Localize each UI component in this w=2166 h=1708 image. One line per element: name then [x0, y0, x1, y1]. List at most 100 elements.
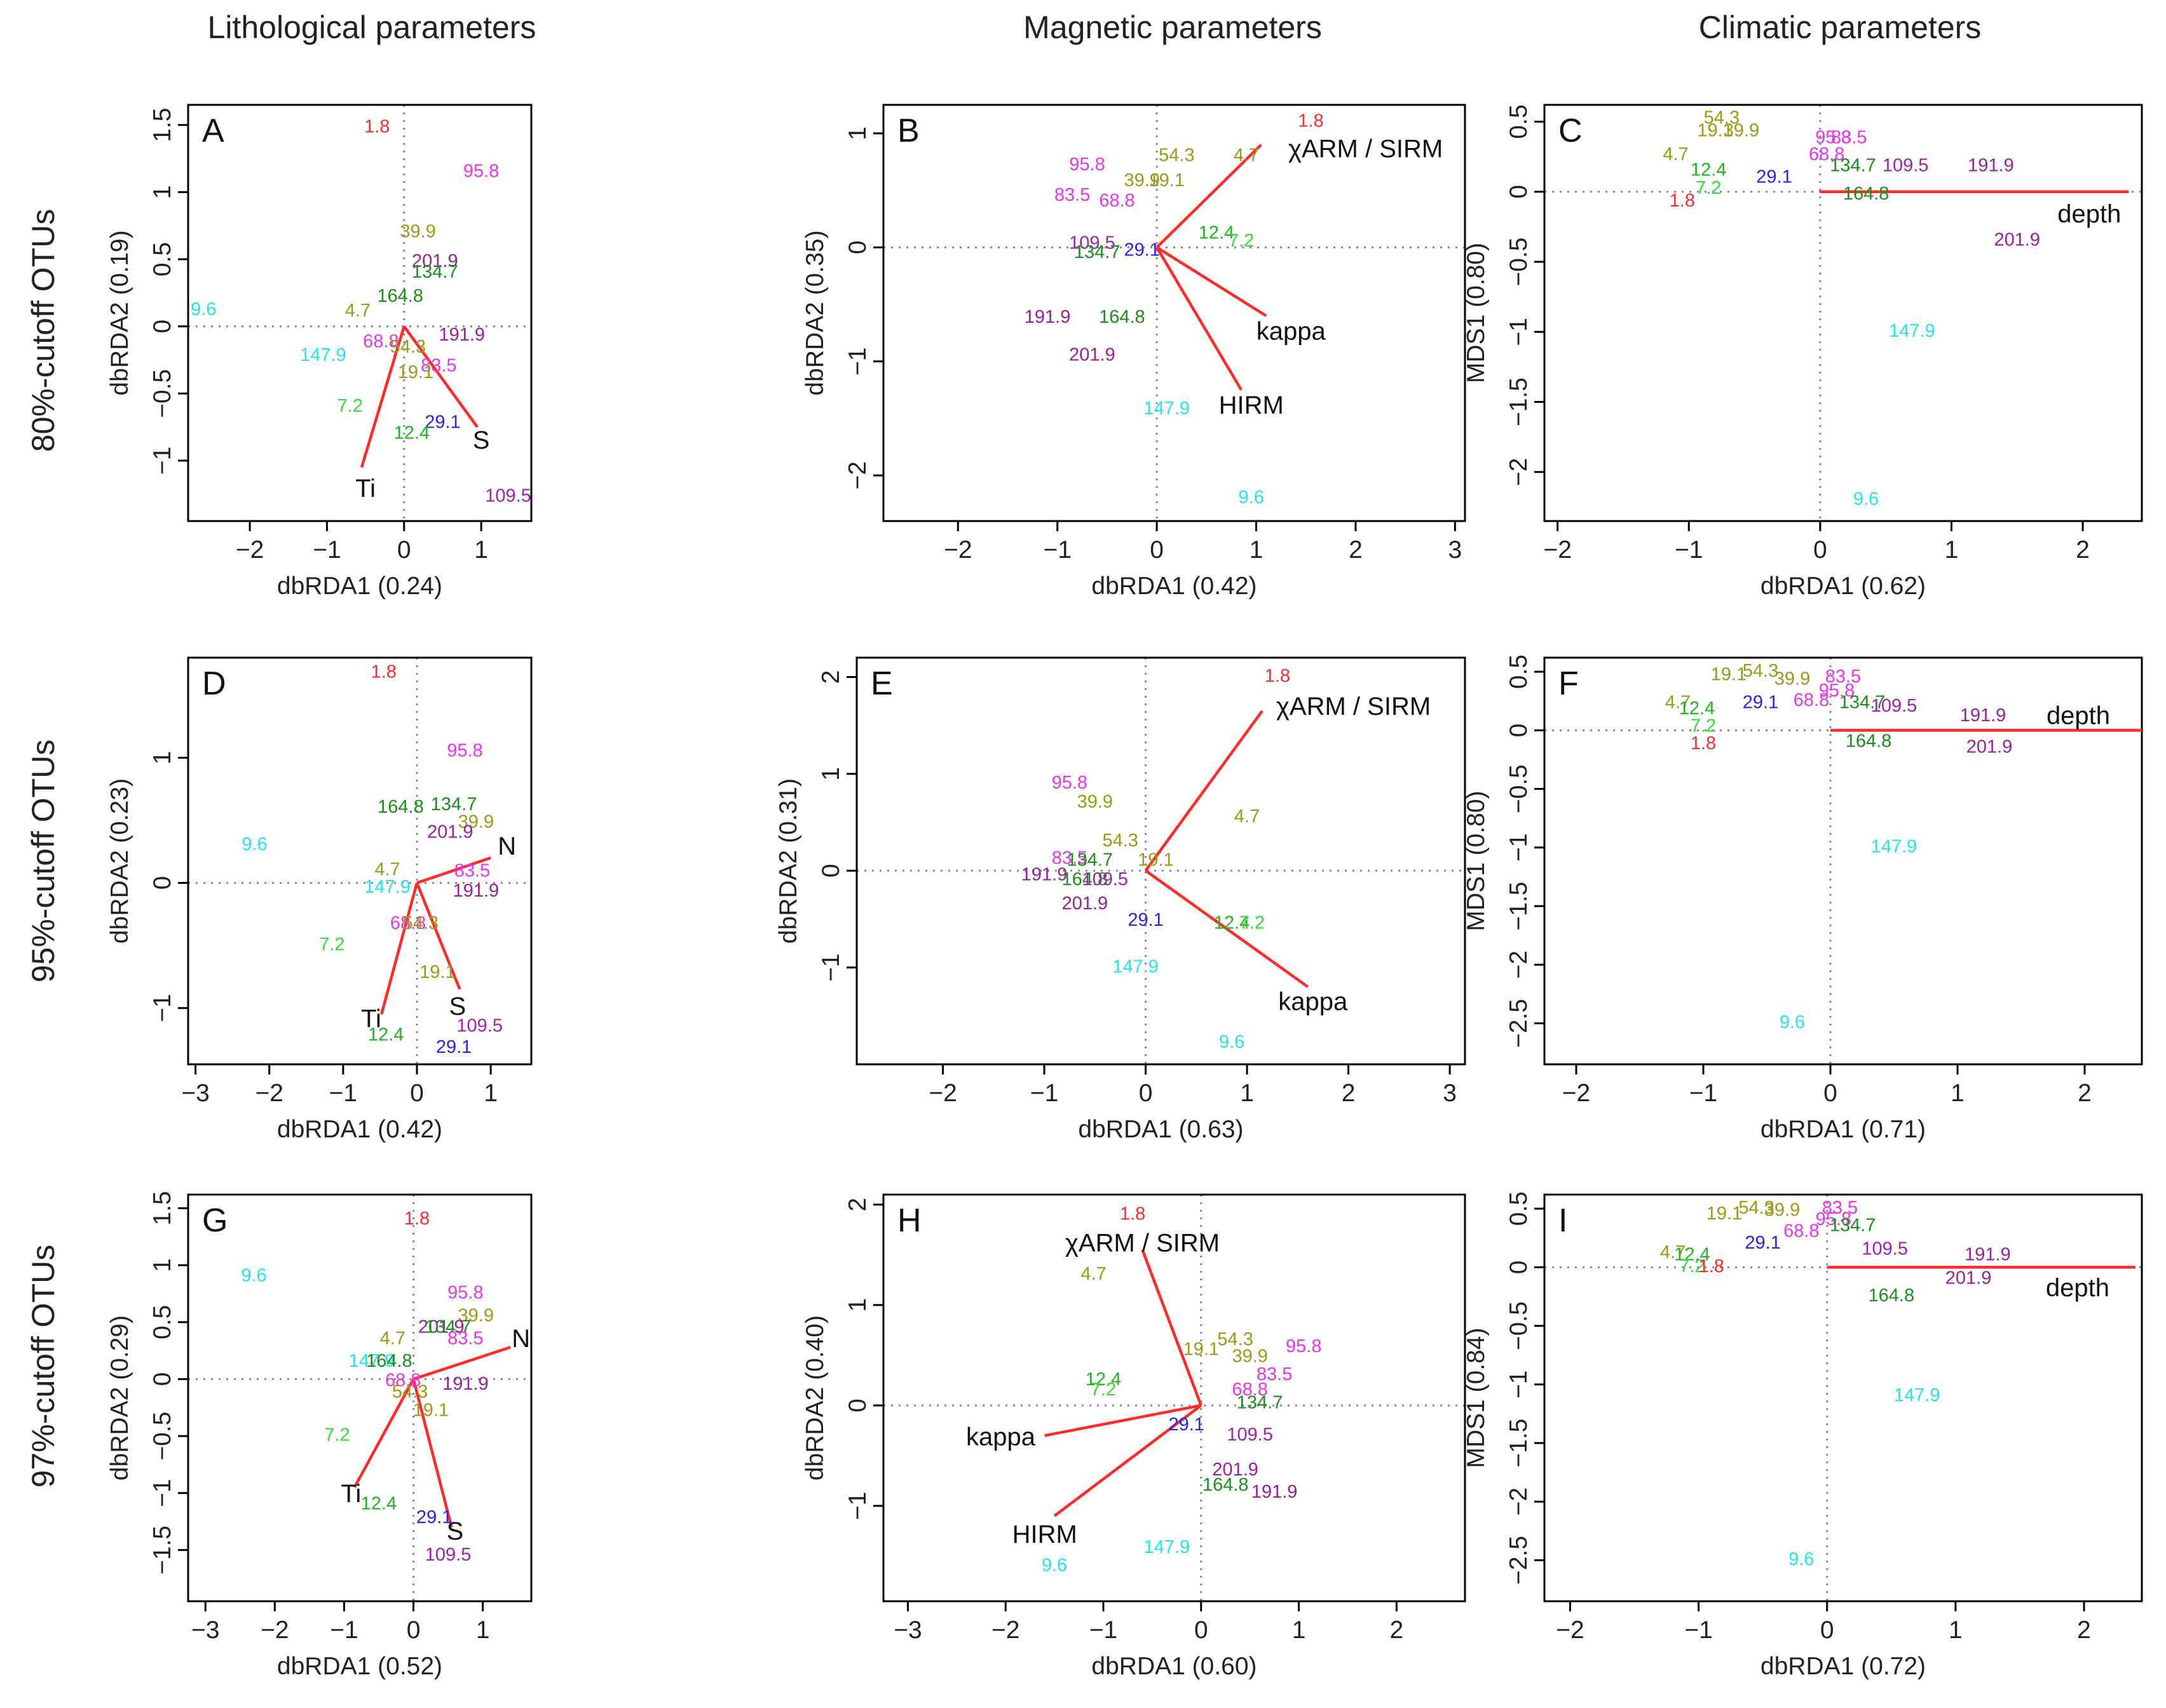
x-tick-label: 0: [407, 1616, 421, 1644]
x-tick-label: 2: [1390, 1616, 1404, 1644]
x-axis-label: dbRDA1 (0.71): [1761, 1116, 1926, 1143]
y-tick-label: −2: [1505, 1488, 1532, 1515]
y-axis-label: MDS1 (0.84): [1462, 1327, 1490, 1468]
sample-point-label: 83.5: [1257, 1364, 1292, 1385]
sample-point-label: 191.9: [1025, 307, 1071, 327]
sample-point-label: 201.9: [1966, 737, 2013, 757]
y-tick-label: −0.5: [1505, 764, 1532, 813]
x-axis-label: dbRDA1 (0.42): [277, 1116, 442, 1143]
y-tick-label: −1.5: [149, 1526, 176, 1575]
x-tick-label: 0: [1823, 1080, 1837, 1107]
sample-point-label: 12.4: [368, 1024, 404, 1045]
sample-point-label: 95.8: [1052, 773, 1087, 793]
y-tick-label: 1: [149, 751, 176, 765]
y-tick-label: −2: [844, 461, 871, 489]
sample-point-label: 29.1: [1745, 1233, 1780, 1253]
sample-point-label: 109.5: [1862, 1238, 1908, 1259]
sample-point-label: 7.2: [319, 935, 344, 955]
y-tick-label: 0.5: [1505, 654, 1532, 689]
vector-label: N: [512, 1325, 530, 1353]
sample-point-label: 147.9: [1112, 956, 1159, 977]
x-tick-label: 1: [1240, 1080, 1254, 1107]
sample-point-label: 68.8: [1232, 1379, 1267, 1400]
y-tick-label: 0.5: [1505, 1191, 1532, 1226]
sample-point-label: 191.9: [442, 1374, 489, 1394]
x-tick-label: 0: [1820, 1616, 1834, 1644]
vector-label: S: [447, 1517, 464, 1545]
x-tick-label: 2: [2076, 536, 2090, 564]
sample-point-label: 39.9: [1724, 121, 1759, 141]
vector-arrow: [1155, 246, 1267, 317]
col-title-magnetic: Magnetic parameters: [1023, 10, 1322, 45]
x-tick-label: 0: [1813, 536, 1827, 564]
sample-point-label: 7.2: [1679, 1256, 1705, 1277]
y-tick-label: −1.5: [1505, 377, 1532, 426]
y-axis-label: MDS1 (0.80): [1462, 790, 1490, 931]
x-tick-label: 2: [2078, 1080, 2092, 1107]
sample-point-label: 201.9: [1994, 230, 2040, 250]
y-tick-label: −1: [1505, 834, 1532, 862]
y-tick-label: 0: [149, 1372, 176, 1386]
sample-point-label: 19.1: [419, 962, 455, 982]
panel-C: C −2 −1 0 1 2 −2 −1.5 −1 −0.5 0 0.5 dbRDA1 (0.62) MDS…: [1462, 104, 2143, 600]
plot-frame: [855, 656, 1466, 1066]
sample-point-label: 4.7: [374, 859, 400, 879]
panel-letter: D: [202, 665, 226, 702]
y-tick-label: 2: [817, 670, 845, 684]
sample-point-label: 191.9: [453, 881, 500, 901]
vector-label: kappa: [1278, 988, 1348, 1016]
x-axis-label: dbRDA1 (0.60): [1091, 1653, 1257, 1680]
y-axis-label: dbRDA2 (0.40): [801, 1315, 829, 1481]
x-tick-label: −1: [1089, 1616, 1117, 1644]
sample-point-label: 12.4: [1199, 222, 1234, 243]
sample-point-label: 54.3: [1743, 661, 1778, 681]
sample-point-label: 4.7: [345, 301, 371, 321]
x-axis-label: dbRDA1 (0.63): [1078, 1116, 1243, 1143]
sample-point-label: 7.2: [337, 396, 363, 416]
vector-arrow: [412, 1378, 453, 1528]
sample-point-label: 19.1: [398, 362, 433, 383]
sample-point-label: 147.9: [300, 345, 346, 365]
sample-point-label: 109.5: [425, 1545, 472, 1565]
sample-point-label: 109.5: [1227, 1425, 1273, 1445]
y-tick-label: −1: [1505, 1371, 1532, 1399]
sample-point-label: 191.9: [1960, 705, 2006, 726]
sample-point-label: 54.3: [1159, 145, 1194, 165]
sample-point-label: 4.7: [1663, 144, 1688, 165]
y-tick-label: −2: [1505, 458, 1532, 486]
sample-point-label: 9.6: [1239, 487, 1264, 508]
sample-point-label: 191.9: [1968, 156, 2014, 176]
y-tick-label: 0.5: [149, 242, 176, 276]
sample-point-label: 164.8: [1843, 184, 1890, 204]
sample-point-label: 29.1: [436, 1037, 472, 1057]
y-tick-label: 0: [844, 240, 871, 254]
y-tick-label: −0.5: [149, 369, 176, 418]
sample-point-label: 54.3: [1738, 1198, 1774, 1218]
plot-frame: [1543, 1193, 2143, 1603]
y-tick-label: 1: [149, 185, 176, 199]
sample-point-label: 4.7: [1234, 806, 1260, 827]
x-tick-label: 1: [1945, 536, 1959, 564]
sample-point-label: 109.5: [1069, 233, 1115, 254]
sample-point-label: 134.7: [1074, 242, 1120, 262]
x-tick-label: −2: [929, 1080, 957, 1107]
x-tick-label: 2: [1349, 536, 1363, 564]
x-tick-label: 0: [1139, 1080, 1153, 1107]
sample-point-label: 4.7: [1234, 145, 1259, 165]
sample-point-label: 147.9: [349, 1351, 395, 1371]
y-tick-label: −1: [844, 348, 871, 376]
sample-point-label: 147.9: [364, 877, 411, 897]
sample-point-label: 147.9: [1894, 1385, 1940, 1406]
x-tick-label: 0: [410, 1080, 424, 1107]
x-tick-label: 1: [474, 536, 488, 564]
sample-point-label: 95.8: [1286, 1336, 1321, 1357]
x-axis-label: dbRDA1 (0.24): [277, 573, 442, 600]
vector-label: Ti: [341, 1480, 361, 1508]
panel-E: E −2 −1 0 1 2 3 −1 0 1 2 dbRDA1 (0.63) dbRDA2 (0.31)…: [775, 656, 1466, 1143]
panel-letter: F: [1558, 665, 1579, 702]
sample-point-label: 54.3: [392, 1382, 428, 1402]
y-tick-label: −1: [149, 447, 176, 475]
x-tick-label: 3: [1443, 1080, 1457, 1107]
sample-point-label: 29.1: [1168, 1414, 1204, 1435]
sample-point-label: 12.4: [1214, 913, 1250, 933]
